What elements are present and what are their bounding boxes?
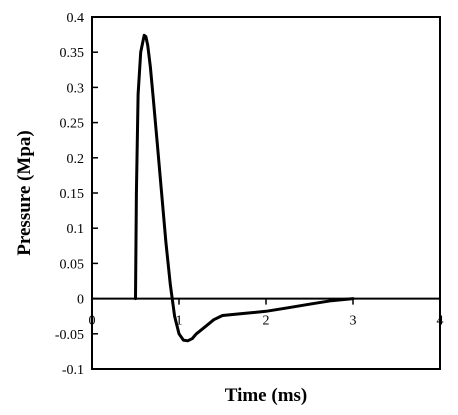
x-tick-label: 0 (89, 314, 96, 329)
y-axis-ticks (92, 16, 98, 370)
x-tick-label: 3 (350, 314, 357, 329)
series-line-0 (134, 33, 355, 343)
x-tick-label: 2 (263, 314, 270, 329)
x-tick-labels: 0 1 2 3 4 (89, 314, 444, 329)
x-tick-label: 4 (437, 314, 444, 329)
y-tick-label: 0.35 (60, 46, 85, 61)
y-tick-label: 0.05 (60, 257, 85, 272)
y-tick-label: 0.25 (60, 117, 85, 132)
y-tick-label: -0.05 (55, 328, 84, 343)
y-tick-label: 0 (77, 293, 84, 308)
y-axis-title: Pressure (Mpa) (14, 130, 35, 255)
y-tick-labels: -0.1 -0.05 0 0.05 0.1 0.15 0.2 0.25 0.3 0.35 0.4 (55, 11, 84, 378)
y-tick-label: 0.3 (67, 81, 85, 96)
y-tick-label: 0.2 (67, 152, 85, 167)
y-tick-label: 0.15 (60, 187, 85, 202)
y-tick-label: 0.4 (67, 11, 85, 26)
y-tick-label: -0.1 (62, 363, 84, 378)
x-tick-label: 1 (176, 314, 183, 329)
y-tick-label: 0.1 (67, 222, 85, 237)
x-axis-title: Time (ms) (225, 385, 308, 406)
series-group (134, 33, 355, 343)
